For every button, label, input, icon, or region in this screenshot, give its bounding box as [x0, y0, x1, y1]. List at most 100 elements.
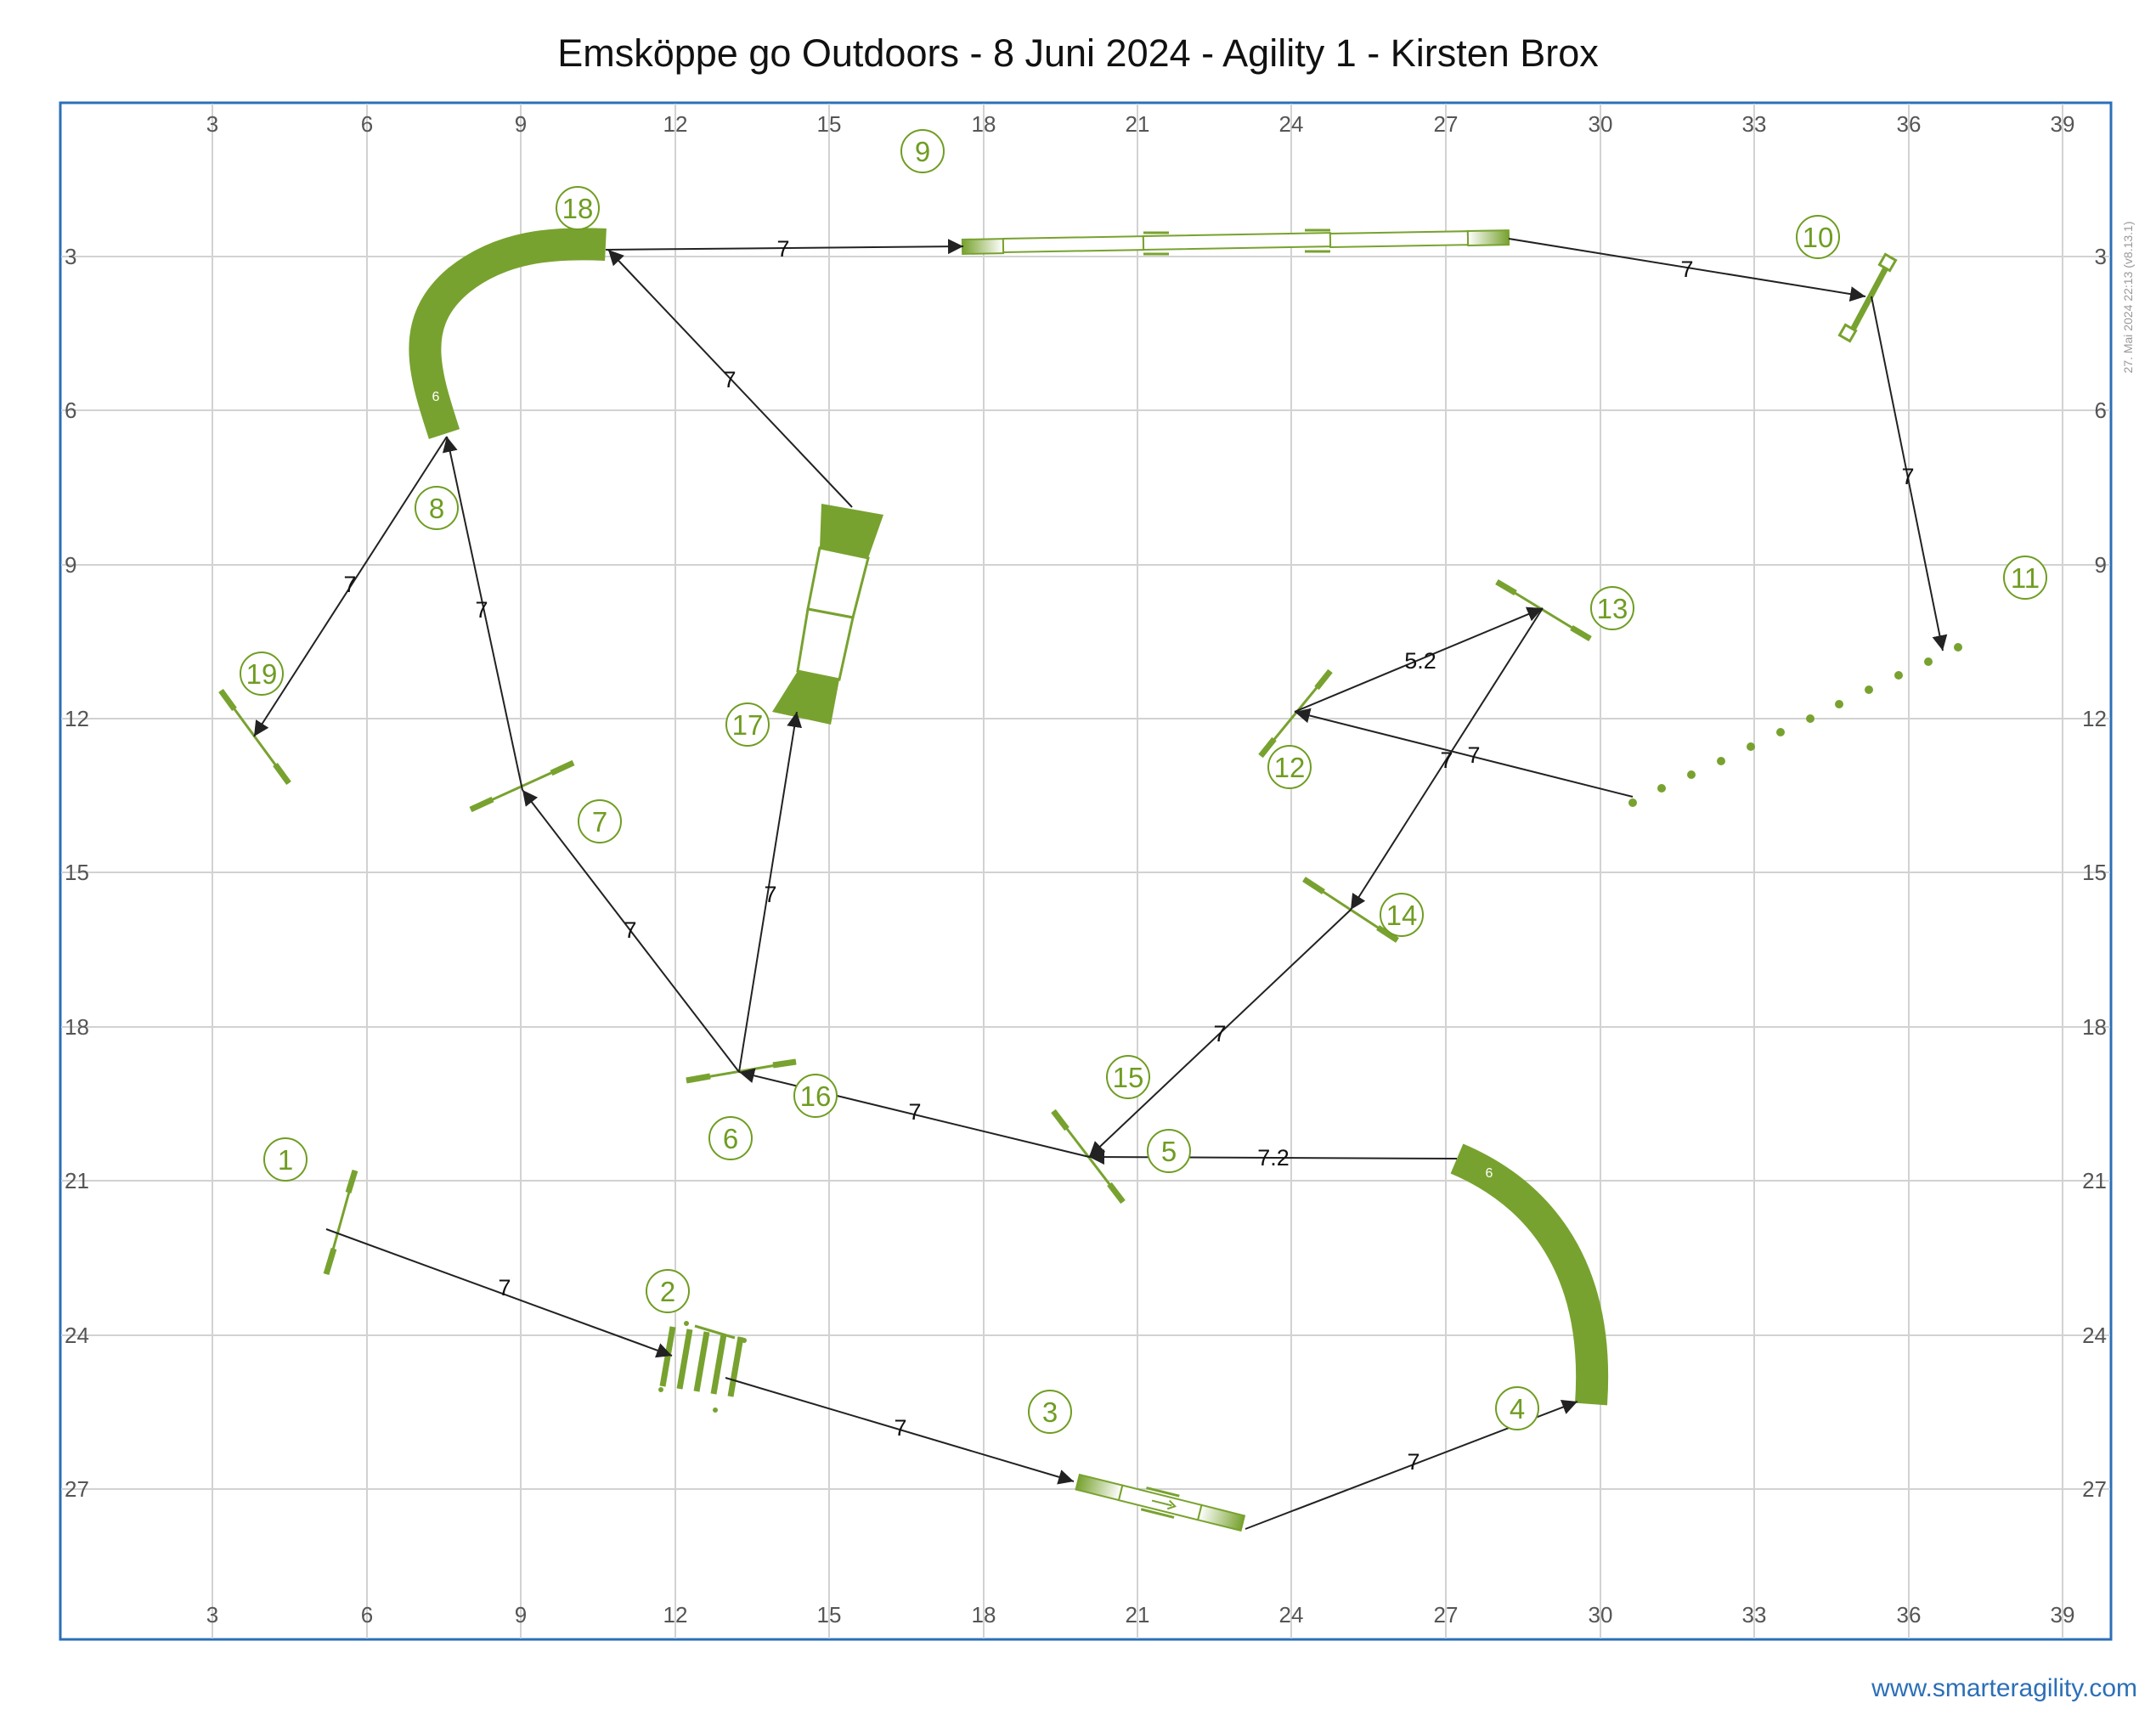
- x-tick-bottom-3: 3: [206, 1602, 218, 1628]
- y-tick-left-18: 18: [65, 1014, 89, 1040]
- number-4: 4: [1510, 1393, 1525, 1424]
- tunnel-4-length: 6: [1486, 1166, 1493, 1181]
- distance-9-10: 7: [1680, 257, 1693, 282]
- x-tick-bottom-27: 27: [1434, 1602, 1459, 1628]
- number-10-circle: [1796, 215, 1840, 259]
- number-2-circle: [646, 1269, 690, 1313]
- distance-11-12: 7: [1467, 742, 1480, 768]
- distance-13-14: 7: [1440, 747, 1453, 773]
- number-13: 13: [1597, 593, 1628, 624]
- y-tick-left-6: 6: [65, 398, 76, 423]
- ring-frame: [59, 101, 2113, 1641]
- a-frame-17: [772, 504, 883, 725]
- y-tick-right-6: 6: [2095, 398, 2107, 423]
- number-19-circle: [240, 652, 284, 696]
- y-tick-left-15: 15: [65, 860, 89, 885]
- path-12-13: [1294, 606, 1544, 713]
- x-tick-bottom-33: 33: [1742, 1602, 1767, 1628]
- x-tick-top-36: 36: [1897, 111, 1922, 137]
- distance-1-2: 7: [498, 1275, 511, 1300]
- obstacle-numbers: 1 2 3 4 5 6 7 8 9 10 11 12 13 14 15 16 1: [240, 129, 2047, 1434]
- x-tick-bottom-18: 18: [972, 1602, 996, 1628]
- y-tick-right-27: 27: [2082, 1476, 2107, 1502]
- path-2-3: [725, 1377, 1075, 1485]
- y-tick-left-9: 9: [65, 552, 76, 578]
- x-tick-top-39: 39: [2051, 111, 2075, 137]
- path-14-15: [1088, 909, 1352, 1158]
- number-4-circle: [1495, 1386, 1539, 1430]
- path-10-11: [1871, 296, 1948, 652]
- distance-17-18: 7: [723, 367, 736, 392]
- y-tick-left-12: 12: [65, 706, 89, 731]
- x-tick-top-15: 15: [817, 111, 842, 137]
- distance-12-13: 5.2: [1404, 648, 1436, 674]
- tunnel-4: 6: [1450, 1143, 1609, 1406]
- number-16: 16: [800, 1080, 832, 1112]
- y-tick-right-12: 12: [2082, 706, 2107, 731]
- x-tick-top-30: 30: [1589, 111, 1613, 137]
- y-tick-left-27: 27: [65, 1476, 89, 1502]
- footer-link[interactable]: www.smarteragility.com: [1871, 1674, 2137, 1702]
- distance-5-6: 7: [908, 1099, 921, 1125]
- x-tick-bottom-6: 6: [361, 1602, 373, 1628]
- distance-8-9: 7: [776, 236, 789, 262]
- path-7-8: [442, 436, 523, 791]
- path-9-10: [1508, 238, 1866, 302]
- x-tick-top-27: 27: [1434, 111, 1459, 137]
- number-1: 1: [278, 1144, 293, 1176]
- y-tick-right-3: 3: [2095, 244, 2107, 269]
- dog-walk-9: [961, 228, 1510, 256]
- number-15: 15: [1113, 1062, 1144, 1093]
- y-tick-right-21: 21: [2082, 1168, 2107, 1193]
- number-17: 17: [732, 709, 764, 741]
- distance-4-5: 7.2: [1257, 1145, 1290, 1171]
- distance-7-8: 7: [475, 597, 488, 623]
- tunnel-18: 6: [409, 228, 607, 439]
- x-tick-top-3: 3: [206, 111, 218, 137]
- x-tick-top-9: 9: [515, 111, 527, 137]
- number-8: 8: [429, 493, 444, 524]
- x-tick-bottom-36: 36: [1897, 1602, 1922, 1628]
- x-tick-top-6: 6: [361, 111, 373, 137]
- x-tick-bottom-39: 39: [2051, 1602, 2075, 1628]
- number-3-circle: [1028, 1390, 1072, 1434]
- number-6-circle: [708, 1116, 753, 1160]
- number-19: 19: [246, 658, 278, 690]
- distance-labels: 7 7 7 7.2 7 7 7 7 7 7 7 5.2 7 7 7 7 7: [343, 236, 1914, 1475]
- number-7-circle: [578, 799, 622, 843]
- x-tick-top-21: 21: [1126, 111, 1150, 137]
- path-11-12: [1294, 708, 1634, 798]
- number-1-circle: [263, 1137, 308, 1182]
- distance-3-4: 7: [1407, 1449, 1419, 1475]
- y-tick-left-3: 3: [65, 244, 76, 269]
- number-18-circle: [556, 186, 600, 230]
- y-tick-left-21: 21: [65, 1168, 89, 1193]
- x-tick-bottom-21: 21: [1126, 1602, 1150, 1628]
- teeter-3: [1075, 1473, 1246, 1532]
- number-14-circle: [1380, 893, 1424, 937]
- x-axis-bottom-labels: 3 6 9 12 15 18 21 24 27 30 33 36 39: [206, 1602, 2075, 1628]
- number-15-circle: [1106, 1055, 1150, 1099]
- grid: [61, 104, 2110, 1639]
- number-9-circle: [900, 129, 945, 173]
- number-14: 14: [1386, 900, 1418, 931]
- number-2: 2: [660, 1276, 675, 1307]
- number-18: 18: [562, 193, 594, 224]
- y-tick-right-24: 24: [2082, 1323, 2107, 1348]
- x-tick-bottom-12: 12: [663, 1602, 688, 1628]
- number-16-circle: [793, 1074, 838, 1118]
- x-tick-top-24: 24: [1279, 111, 1304, 137]
- number-11-circle: [2003, 556, 2047, 600]
- x-tick-bottom-30: 30: [1589, 1602, 1613, 1628]
- x-axis-top-labels: 3 6 9 12 15 18 21 24 27 30 33 36 39: [206, 111, 2075, 137]
- distance-10-11: 7: [1901, 464, 1914, 489]
- x-tick-bottom-15: 15: [817, 1602, 842, 1628]
- number-5: 5: [1161, 1136, 1177, 1167]
- distance-18-19: 7: [343, 572, 356, 597]
- x-tick-top-18: 18: [972, 111, 996, 137]
- y-axis-left-labels: 3 6 9 12 15 18 21 24 27: [65, 244, 89, 1502]
- weave-poles-11: [1628, 643, 1962, 807]
- distance-16-17: 7: [764, 882, 776, 907]
- y-tick-left-24: 24: [65, 1323, 89, 1348]
